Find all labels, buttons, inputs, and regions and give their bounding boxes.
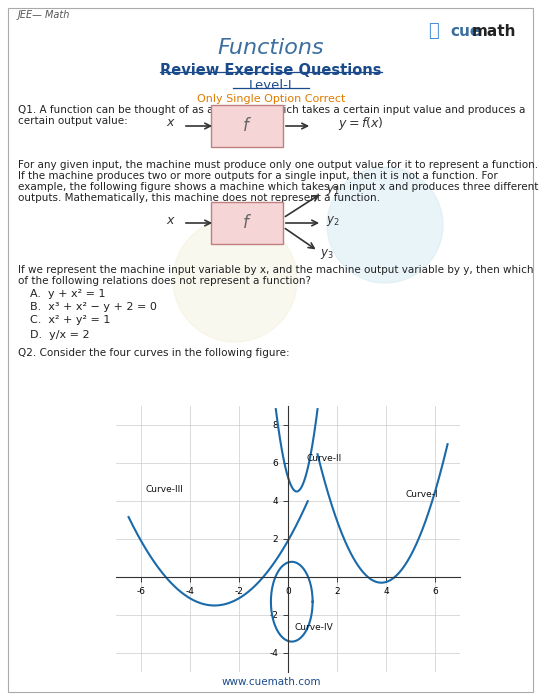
Text: $x$: $x$ <box>166 214 176 227</box>
Text: Functions: Functions <box>217 38 324 58</box>
Text: $f$: $f$ <box>242 214 252 232</box>
FancyBboxPatch shape <box>211 202 283 244</box>
Text: $y = f(x)$: $y = f(x)$ <box>338 115 384 132</box>
Text: For any given input, the machine must produce only one output value for it to re: For any given input, the machine must pr… <box>18 160 538 170</box>
Text: $y_1$: $y_1$ <box>326 183 340 197</box>
Text: Only Single Option Correct: Only Single Option Correct <box>197 94 345 104</box>
Text: JEE— Math: JEE— Math <box>18 10 70 20</box>
Text: Q2. Consider the four curves in the following figure:: Q2. Consider the four curves in the foll… <box>18 348 289 358</box>
Text: $y_2$: $y_2$ <box>326 214 340 228</box>
Text: Level-I: Level-I <box>249 79 293 92</box>
Text: Curve-IV: Curve-IV <box>294 623 333 632</box>
Text: Curve-II: Curve-II <box>307 454 342 463</box>
Text: D.  y/x = 2: D. y/x = 2 <box>30 330 90 340</box>
Text: If the machine produces two or more outputs for a single input, then it is not a: If the machine produces two or more outp… <box>18 171 498 181</box>
Text: example, the following figure shows a machine which takes an input x and produce: example, the following figure shows a ma… <box>18 182 538 192</box>
Text: A.  y + x² = 1: A. y + x² = 1 <box>30 289 105 299</box>
Text: If we represent the machine input variable by x, and the machine output variable: If we represent the machine input variab… <box>18 265 533 275</box>
Text: C.  x² + y² = 1: C. x² + y² = 1 <box>30 315 110 325</box>
Text: cue: cue <box>450 24 480 39</box>
Text: Curve-III: Curve-III <box>146 484 183 494</box>
Text: math: math <box>472 24 517 39</box>
Text: www.cuemath.com: www.cuemath.com <box>221 677 321 687</box>
Text: certain output value:: certain output value: <box>18 116 128 126</box>
Text: 🚀: 🚀 <box>428 22 439 40</box>
Text: outputs. Mathematically, this machine does not represent a function.: outputs. Mathematically, this machine do… <box>18 193 380 203</box>
Circle shape <box>327 167 443 283</box>
Text: of the following relations does not represent a function?: of the following relations does not repr… <box>18 276 311 286</box>
FancyBboxPatch shape <box>211 105 283 147</box>
Text: $y_3$: $y_3$ <box>320 247 334 261</box>
Text: B.  x³ + x² − y + 2 = 0: B. x³ + x² − y + 2 = 0 <box>30 302 157 312</box>
Text: $x$: $x$ <box>166 116 176 130</box>
Circle shape <box>173 218 297 342</box>
Text: Curve-I: Curve-I <box>406 490 439 499</box>
Text: $f$: $f$ <box>242 117 252 135</box>
Text: Review Exercise Questions: Review Exercise Questions <box>160 63 382 78</box>
Text: Q1. A function can be thought of as a machine, which takes a certain input value: Q1. A function can be thought of as a ma… <box>18 105 525 115</box>
